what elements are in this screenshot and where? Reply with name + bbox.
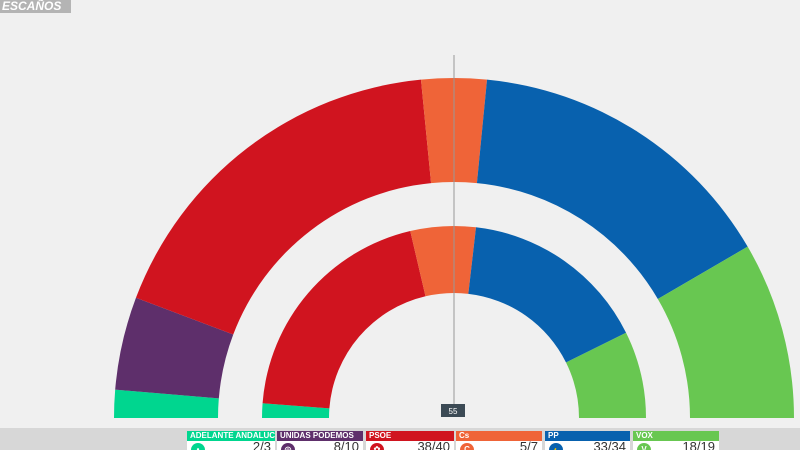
legend-item-pp: PP ◐ 33/34 xyxy=(545,431,630,450)
inner-arc-adelante-andalucia xyxy=(262,403,330,418)
legend-label-vox: VOX xyxy=(633,431,719,441)
inner-arc-cs xyxy=(410,225,477,297)
legend-seats-pp: 33/34 xyxy=(593,439,626,450)
cs-logo-icon: C xyxy=(460,443,474,450)
legend-label-psoe: PSOE xyxy=(366,431,454,441)
seats-header-tab: ESCAÑOS xyxy=(0,0,71,13)
legend-item-unidas-podemos: UNIDAS PODEMOS ◎ 8/10 xyxy=(277,431,363,450)
inner-arc-psoe xyxy=(262,231,426,409)
outer-arc-unidas-podemos xyxy=(115,297,234,399)
legend-item-cs: Cs C 5/7 xyxy=(456,431,542,450)
seats-header-label: ESCAÑOS xyxy=(2,0,62,13)
legend-item-adelante-andalucia: ADELANTE ANDALUCÍA • 2/3 xyxy=(187,431,275,450)
legend-item-psoe: PSOE ✿ 38/40 xyxy=(366,431,454,450)
podemos-logo-icon: ◎ xyxy=(281,443,295,450)
majority-label-box xyxy=(441,404,465,417)
legend-seats-vox: 18/19 xyxy=(682,439,715,450)
outer-arc-psoe xyxy=(135,79,432,335)
legend-seats-cs: 5/7 xyxy=(519,439,538,450)
hemicycle-chart: 55 xyxy=(114,55,794,418)
outer-arc-pp xyxy=(476,79,748,300)
legend-label-unidas-podemos: UNIDAS PODEMOS xyxy=(277,431,363,441)
adelante-logo-icon: • xyxy=(191,443,205,450)
legend-seats-adelante-andalucia: 2/3 xyxy=(252,439,271,450)
legend-label-pp: PP xyxy=(545,431,630,441)
outer-arc-adelante-andalucia xyxy=(114,389,219,418)
legend-seats-unidas-podemos: 8/10 xyxy=(333,439,359,450)
psoe-logo-icon: ✿ xyxy=(370,443,384,450)
pp-logo-icon: ◐ xyxy=(549,443,563,450)
vox-logo-icon: V xyxy=(637,443,651,450)
legend-item-vox: VOX V 18/19 xyxy=(633,431,719,450)
inner-arc-vox xyxy=(566,332,646,418)
outer-arc-vox xyxy=(657,246,794,418)
inner-arc-pp xyxy=(468,227,627,363)
legend-seats-psoe: 38/40 xyxy=(417,439,450,450)
legend-label-cs: Cs xyxy=(456,431,542,441)
legend-label-adelante-andalucia: ADELANTE ANDALUCÍA xyxy=(187,431,275,441)
majority-label: 55 xyxy=(449,407,458,416)
